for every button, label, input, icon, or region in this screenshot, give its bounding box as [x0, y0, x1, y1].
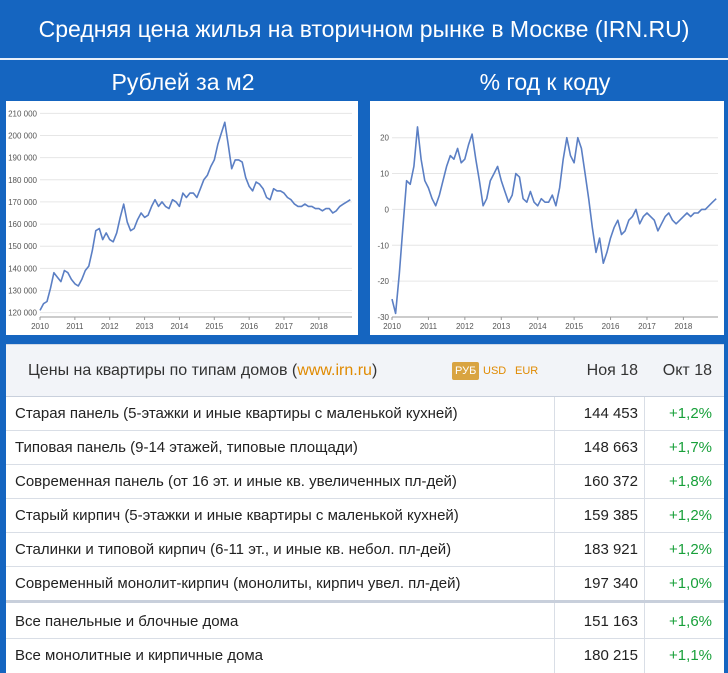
- y-tick-label: 20: [380, 134, 389, 143]
- row-change: +1,2%: [669, 507, 712, 524]
- row-change: +1,0%: [669, 575, 712, 592]
- row-name: Типовая панель (9-14 этажей, типовые пло…: [15, 439, 358, 456]
- row-name: Старая панель (5-этажки и иные квартиры …: [15, 405, 458, 422]
- yoy-chart: -30 -20 -10 0 10 20 2010 2011 2012 2013 2014 2015 20…: [377, 126, 718, 331]
- x-tick-label: 2012: [456, 322, 474, 331]
- table-row: Старая панель (5-этажки и иные квартиры …: [6, 397, 724, 431]
- y-tick-label: 180 000: [8, 176, 37, 185]
- x-tick-label: 2016: [602, 322, 620, 331]
- table-heading-close: ): [371, 362, 378, 379]
- column-change-header: Окт 18: [662, 362, 712, 379]
- y-tick-label: -20: [377, 277, 389, 286]
- currency-eur[interactable]: EUR: [515, 365, 539, 377]
- x-tick-label: 2011: [66, 322, 84, 331]
- currency-usd[interactable]: USD: [483, 365, 507, 377]
- x-tick-label: 2014: [529, 322, 547, 331]
- y-tick-label: 140 000: [8, 264, 37, 273]
- y-tick-label: -30: [377, 313, 389, 322]
- row-price: 159 385: [583, 507, 638, 524]
- y-tick-label: 190 000: [8, 154, 37, 163]
- row-change: +1,2%: [669, 541, 712, 558]
- table-header: Цены на квартиры по типам домов (www.irn…: [6, 345, 724, 397]
- x-tick-label: 2013: [492, 322, 510, 331]
- table-row: Современная панель (от 16 эт. и иные кв.…: [6, 465, 724, 499]
- y-tick-label: 210 000: [8, 109, 37, 118]
- table-heading: Цены на квартиры по типам домов (www.irn…: [28, 345, 377, 397]
- row-price: 151 163: [583, 613, 638, 630]
- table-heading-text: Цены на квартиры по типам домов (: [28, 362, 298, 379]
- irn-link[interactable]: www.irn.ru: [297, 362, 372, 379]
- table-row: Современный монолит-кирпич (монолиты, ки…: [6, 567, 724, 603]
- series-line: [39, 121, 351, 311]
- row-name: Сталинки и типовой кирпич (6-11 эт., и и…: [15, 541, 452, 558]
- row-price: 197 340: [583, 575, 638, 592]
- x-tick-label: 2018: [674, 322, 692, 331]
- left-chart-title: Рублей за м2: [111, 69, 255, 95]
- x-tick-label: 2016: [240, 322, 258, 331]
- row-price: 180 215: [583, 647, 638, 664]
- price-chart: 120 000 130 000 140 000 150 000 160 000 170 0…: [8, 109, 352, 331]
- column-divider: [554, 397, 555, 673]
- currency-rub[interactable]: РУБ: [452, 362, 480, 380]
- y-tick-label: 150 000: [8, 242, 37, 251]
- x-tick-label: 2013: [136, 322, 154, 331]
- row-change: +1,8%: [669, 473, 712, 490]
- row-name: Все панельные и блочные дома: [15, 613, 239, 630]
- title-divider: [0, 58, 728, 60]
- y-tick-label: 120 000: [8, 309, 37, 318]
- y-tick-label: 200 000: [8, 132, 37, 141]
- yoy-chart-panel: -30 -20 -10 0 10 20 2010 2011 2012 2013 2014 2015 20…: [370, 101, 724, 335]
- x-tick-label: 2018: [310, 322, 328, 331]
- column-divider: [644, 397, 645, 673]
- y-tick-label: 170 000: [8, 198, 37, 207]
- row-change: +1,1%: [669, 647, 712, 664]
- x-tick-label: 2017: [638, 322, 656, 331]
- x-tick-label: 2014: [171, 322, 189, 331]
- column-price-header: Ноя 18: [586, 362, 638, 379]
- y-tick-label: -10: [377, 241, 389, 250]
- x-tick-label: 2012: [101, 322, 119, 331]
- row-price: 160 372: [583, 473, 638, 490]
- x-tick-label: 2010: [383, 322, 401, 331]
- right-chart-title: % год к коду: [479, 69, 611, 95]
- y-tick-label: 160 000: [8, 220, 37, 229]
- x-tick-label: 2015: [205, 322, 223, 331]
- row-change: +1,6%: [669, 613, 712, 630]
- table-row: Все монолитные и кирпичные дома 180 215 …: [6, 639, 724, 673]
- row-price: 144 453: [583, 405, 638, 422]
- y-tick-label: 10: [380, 170, 389, 179]
- row-price: 183 921: [583, 541, 638, 558]
- row-price: 148 663: [583, 439, 638, 456]
- x-tick-label: 2017: [275, 322, 293, 331]
- y-tick-label: 130 000: [8, 286, 37, 295]
- x-tick-label: 2015: [565, 322, 583, 331]
- x-tick-label: 2011: [420, 322, 438, 331]
- page-title: Средняя цена жилья на вторичном рынке в …: [38, 16, 690, 42]
- table-row: Старый кирпич (5-этажки и иные квартиры …: [6, 499, 724, 533]
- row-name: Современный монолит-кирпич (монолиты, ки…: [15, 575, 461, 592]
- x-tick-label: 2010: [31, 322, 49, 331]
- row-change: +1,7%: [669, 439, 712, 456]
- table-row: Все панельные и блочные дома 151 163 +1,…: [6, 605, 724, 639]
- table-row: Сталинки и типовой кирпич (6-11 эт., и и…: [6, 533, 724, 567]
- y-tick-label: 0: [385, 205, 390, 214]
- row-name: Современная панель (от 16 эт. и иные кв.…: [15, 473, 457, 490]
- price-chart-panel: 120 000 130 000 140 000 150 000 160 000 170 0…: [6, 101, 358, 335]
- row-name: Старый кирпич (5-этажки и иные квартиры …: [15, 507, 459, 524]
- prices-table: Цены на квартиры по типам домов (www.irn…: [6, 344, 724, 673]
- series-line: [391, 126, 717, 315]
- row-name: Все монолитные и кирпичные дома: [15, 647, 264, 664]
- row-change: +1,2%: [669, 405, 712, 422]
- table-row: Типовая панель (9-14 этажей, типовые пло…: [6, 431, 724, 465]
